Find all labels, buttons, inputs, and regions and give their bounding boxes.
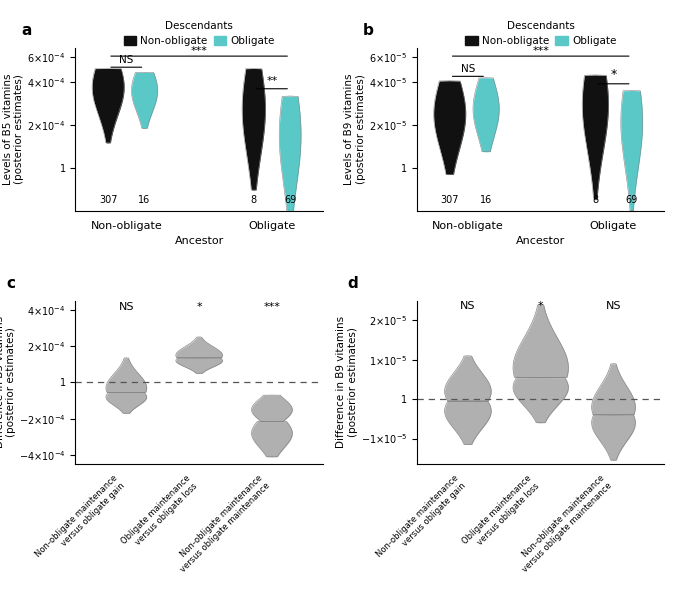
X-axis label: Ancestor: Ancestor — [175, 236, 224, 246]
X-axis label: Ancestor: Ancestor — [516, 236, 565, 246]
Text: ***: *** — [264, 302, 280, 312]
Text: 69: 69 — [284, 195, 296, 205]
Y-axis label: Difference in B9 vitamins
(posterior estimates): Difference in B9 vitamins (posterior est… — [336, 317, 358, 449]
Text: a: a — [21, 23, 32, 37]
Text: 8: 8 — [251, 195, 257, 205]
Text: 16: 16 — [138, 195, 151, 205]
Legend: Non-obligate, Obligate: Non-obligate, Obligate — [461, 17, 621, 51]
Text: 307: 307 — [440, 195, 459, 205]
Text: ***: *** — [190, 45, 208, 55]
Legend: Non-obligate, Obligate: Non-obligate, Obligate — [119, 17, 279, 51]
Text: *: * — [610, 68, 616, 82]
Text: *: * — [538, 300, 543, 311]
Y-axis label: Levels of B5 vitamins
(posterior estimates): Levels of B5 vitamins (posterior estimat… — [3, 74, 24, 185]
Text: 8: 8 — [593, 195, 599, 205]
Text: d: d — [347, 275, 358, 291]
Text: NS: NS — [606, 300, 621, 311]
Text: 16: 16 — [480, 195, 493, 205]
Text: *: * — [197, 302, 202, 312]
Text: b: b — [362, 23, 373, 37]
Text: NS: NS — [460, 300, 475, 311]
Text: c: c — [6, 275, 15, 291]
Text: 307: 307 — [99, 195, 117, 205]
Y-axis label: Levels of B9 vitamins
(posterior estimates): Levels of B9 vitamins (posterior estimat… — [345, 74, 366, 185]
Text: **: ** — [266, 76, 277, 86]
Text: NS: NS — [461, 64, 475, 74]
Y-axis label: Difference in B5 vitamins
(posterior estimates): Difference in B5 vitamins (posterior est… — [0, 317, 16, 449]
Text: ***: *** — [532, 45, 549, 55]
Text: NS: NS — [119, 55, 134, 65]
Text: 69: 69 — [625, 195, 638, 205]
Text: NS: NS — [119, 302, 134, 312]
